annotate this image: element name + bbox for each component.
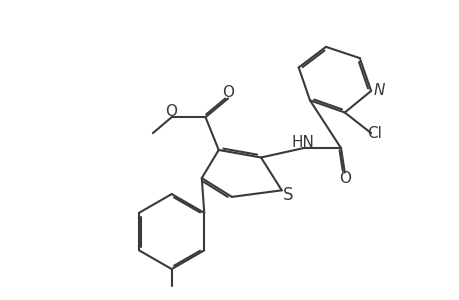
Text: O: O [222, 85, 234, 100]
Text: N: N [372, 83, 384, 98]
Text: S: S [282, 186, 293, 204]
Text: HN: HN [291, 135, 314, 150]
Text: O: O [338, 171, 351, 186]
Text: O: O [164, 104, 176, 119]
Text: Cl: Cl [366, 126, 381, 141]
